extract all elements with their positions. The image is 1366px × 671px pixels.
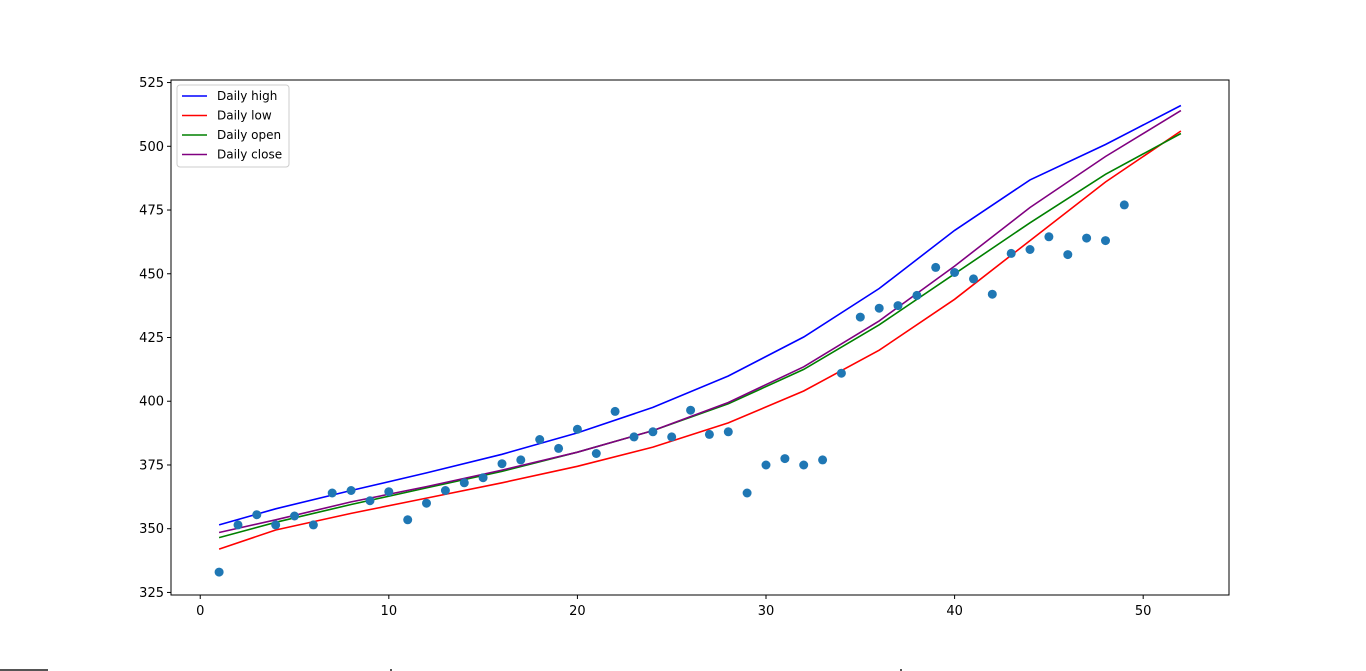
data-point <box>1044 232 1054 242</box>
data-point <box>799 460 809 470</box>
data-point <box>629 432 639 442</box>
y-tick-label: 450 <box>139 267 164 282</box>
data-point <box>931 262 941 272</box>
data-point <box>422 498 431 508</box>
x-tick-label: 20 <box>569 604 586 619</box>
x-tick-label: 0 <box>196 604 204 619</box>
data-point <box>327 488 337 498</box>
data-point <box>308 520 318 530</box>
data-point <box>271 520 281 530</box>
y-axis: 325 350 375 400 425 450 475 500 525 <box>139 76 171 601</box>
data-point <box>554 443 564 453</box>
series-line-4 <box>218 109 1182 534</box>
legend-label: Daily close <box>217 148 282 162</box>
legend-box <box>176 84 290 168</box>
plot-area <box>171 80 1229 595</box>
scatter-points <box>214 200 1129 577</box>
data-point <box>855 312 865 322</box>
data-point <box>252 510 262 520</box>
y-tick-label: 500 <box>139 140 164 155</box>
data-point <box>535 435 545 444</box>
legend-label: Daily low <box>217 109 272 123</box>
data-point <box>497 459 507 469</box>
x-tick-label: 50 <box>1135 604 1152 619</box>
data-point <box>1025 245 1035 254</box>
data-point <box>1119 200 1129 210</box>
data-point <box>214 567 224 577</box>
data-point <box>780 454 790 464</box>
data-point <box>610 406 620 416</box>
data-point <box>912 290 922 300</box>
data-point <box>874 303 884 313</box>
data-point <box>459 478 469 488</box>
bottom-strip-segment <box>390 669 392 671</box>
legend-label: Daily open <box>217 128 281 142</box>
series-line-2 <box>218 130 1182 550</box>
data-point <box>648 427 658 437</box>
data-point <box>365 496 375 506</box>
series-line-1 <box>218 104 1182 526</box>
data-point <box>950 268 960 277</box>
data-point <box>1006 248 1016 258</box>
data-point <box>969 274 978 284</box>
x-axis: 0 10 20 30 40 50 <box>196 595 1151 619</box>
legend-label: Daily high <box>217 89 277 103</box>
data-point <box>761 460 771 470</box>
data-point <box>1101 236 1110 246</box>
x-tick-label: 40 <box>946 604 963 619</box>
data-point <box>836 368 846 378</box>
y-tick-label: 375 <box>139 458 164 473</box>
data-point <box>290 511 299 521</box>
data-point <box>1082 233 1092 243</box>
data-point <box>686 405 696 415</box>
data-point <box>346 486 356 495</box>
data-point <box>572 424 582 434</box>
data-point <box>403 515 413 525</box>
data-point <box>987 289 997 299</box>
x-tick-label: 30 <box>758 604 775 619</box>
data-point <box>704 429 714 439</box>
data-point <box>440 486 450 495</box>
bottom-strip-segment <box>0 669 48 671</box>
data-point <box>818 455 828 465</box>
legend: Daily high Daily low Daily open Daily close <box>176 84 290 168</box>
data-point <box>478 473 488 483</box>
data-point <box>893 301 903 311</box>
y-tick-label: 350 <box>139 522 164 537</box>
bottom-strip-segment <box>900 669 902 671</box>
data-point <box>667 432 677 442</box>
y-tick-label: 325 <box>139 586 164 601</box>
y-tick-label: 525 <box>139 76 164 91</box>
data-point <box>742 488 752 498</box>
data-point <box>591 449 601 458</box>
bottom-strip <box>0 667 1366 671</box>
y-tick-label: 400 <box>139 395 164 410</box>
data-point <box>516 455 526 465</box>
data-point <box>723 427 733 437</box>
data-point <box>384 487 394 497</box>
y-tick-label: 475 <box>139 204 164 219</box>
data-point <box>1063 250 1073 260</box>
y-tick-label: 425 <box>139 331 164 346</box>
x-tick-label: 10 <box>381 604 398 619</box>
series-lines <box>218 104 1182 550</box>
data-point <box>233 520 243 530</box>
